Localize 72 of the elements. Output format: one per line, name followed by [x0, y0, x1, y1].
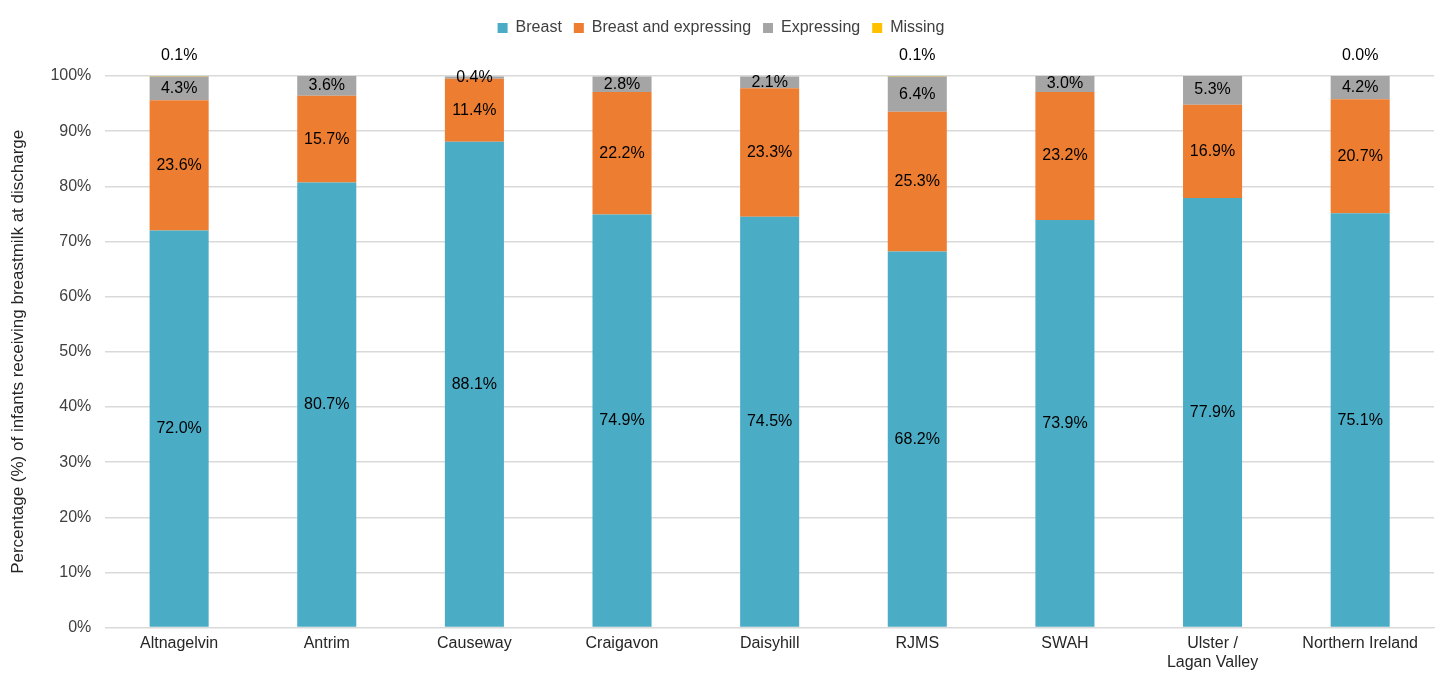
x-tick-label: Altnagelvin	[140, 633, 219, 651]
data-label: 4.2%	[1341, 77, 1379, 95]
bar	[297, 182, 357, 627]
legend-label: Breast	[515, 18, 563, 36]
bar	[740, 216, 800, 627]
x-tick-label: Causeway	[437, 633, 512, 651]
bar	[887, 76, 947, 112]
data-label: 2.1%	[751, 72, 788, 90]
data-label: 23.2%	[1042, 146, 1088, 164]
data-label: 88.1%	[451, 374, 498, 392]
data-label: 22.2%	[599, 143, 645, 161]
bar	[592, 92, 652, 215]
bar	[149, 100, 209, 231]
data-label: 11.4%	[452, 100, 497, 118]
data-label: 77.9%	[1189, 402, 1236, 420]
bar	[887, 111, 947, 252]
data-label: 80.7%	[304, 395, 350, 413]
data-label: 72.0%	[156, 419, 202, 437]
x-tick-label: Daisyhill	[739, 633, 800, 651]
y-tick-label: 10%	[59, 562, 92, 580]
bar	[887, 251, 947, 627]
x-tick-label: SWAH	[1041, 633, 1089, 651]
data-label: 23.6%	[156, 155, 202, 173]
data-label: 3.6%	[308, 76, 345, 94]
data-label: 0.0%	[1341, 46, 1379, 64]
bar	[1330, 213, 1390, 627]
bar	[1183, 197, 1243, 627]
data-label: 23.3%	[746, 142, 793, 160]
y-tick-label: 0%	[68, 618, 92, 636]
data-label: 4.3%	[160, 78, 198, 96]
legend-label: Expressing	[781, 18, 861, 36]
bar	[592, 214, 652, 627]
bar	[1330, 99, 1390, 214]
x-tick-label: Northern Ireland	[1302, 633, 1418, 651]
x-tick-label: Ulster / Lagan Valley	[1166, 633, 1259, 670]
data-label: 20.7%	[1337, 146, 1383, 164]
y-tick-label: 20%	[59, 507, 92, 525]
y-tick-label: 30%	[59, 452, 92, 470]
data-label: 0.1%	[899, 46, 936, 64]
data-label: 74.5%	[746, 412, 793, 430]
bar	[1035, 92, 1095, 220]
bar	[1183, 104, 1243, 198]
data-label: 0.1%	[160, 46, 198, 64]
y-tick-label: 40%	[59, 397, 92, 415]
y-tick-label: 70%	[59, 231, 92, 249]
x-tick-label: Antrim	[303, 633, 350, 651]
bar	[149, 230, 209, 627]
data-label: 6.4%	[899, 84, 936, 102]
y-tick-label: 90%	[59, 121, 92, 139]
bar	[297, 95, 357, 183]
legend-label: Breast and expressing	[591, 18, 752, 36]
data-label: 5.3%	[1194, 80, 1231, 98]
data-label: 3.0%	[1046, 74, 1084, 92]
y-tick-label: 60%	[59, 287, 92, 305]
legend-label: Missing	[890, 18, 945, 36]
y-tick-label: 80%	[59, 176, 92, 194]
x-tick-label: Craigavon	[585, 633, 659, 651]
bar	[740, 88, 800, 217]
x-tick-label: RJMS	[895, 633, 940, 651]
data-label: 15.7%	[304, 129, 350, 147]
data-label: 68.2%	[894, 429, 940, 447]
data-label: 2.8%	[603, 74, 641, 92]
data-label: 25.3%	[894, 172, 940, 190]
data-label: 16.9%	[1189, 141, 1236, 159]
data-label: 74.9%	[599, 411, 645, 429]
bar	[444, 141, 504, 627]
data-label: 73.9%	[1042, 413, 1088, 431]
bar	[1035, 219, 1095, 627]
data-label: 75.1%	[1337, 410, 1383, 428]
y-tick-label: 50%	[59, 342, 92, 360]
y-axis-title: Percentage (%) of infants receiving breastmilk at discharge	[7, 129, 27, 574]
y-tick-label: 100%	[50, 66, 92, 84]
